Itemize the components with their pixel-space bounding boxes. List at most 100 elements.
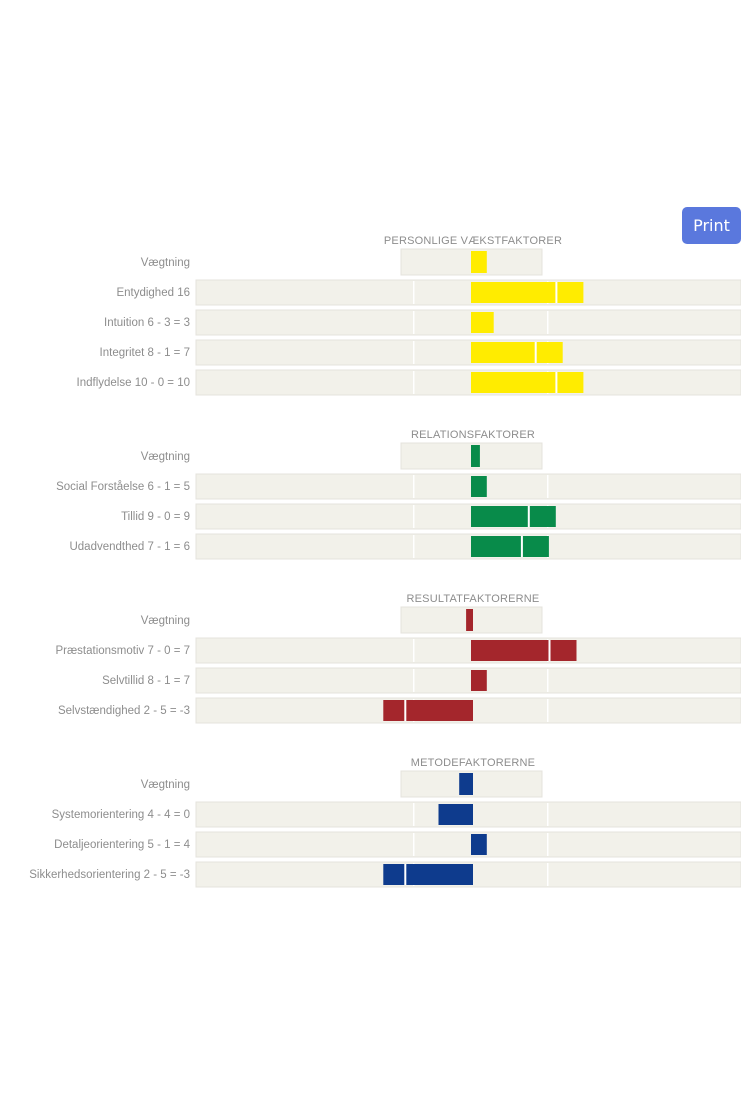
range-guide-right	[547, 669, 549, 692]
factor-label: Entydighed 16	[116, 287, 190, 299]
section-title: RELATIONSFAKTORER	[411, 429, 535, 441]
factor-track	[195, 503, 741, 530]
factor-bar-zero-marker	[471, 670, 473, 691]
factor-bar	[473, 536, 549, 557]
range-guide-left	[413, 475, 415, 498]
factor-bar-zero-marker	[471, 804, 473, 825]
factor-bar-divider	[404, 700, 407, 721]
factor-bar-zero-marker	[471, 372, 473, 393]
factor-bar	[473, 476, 487, 497]
factor-row: Selvtillid 8 - 1 = 7	[102, 667, 741, 694]
factor-bar-divider	[404, 864, 407, 885]
factor-track	[195, 309, 741, 336]
section-4: METODEFAKTORERNE Vægtning Systemorienterin…	[29, 757, 741, 888]
factor-label: Detaljeorientering 5 - 1 = 4	[54, 839, 190, 851]
range-guide-left	[413, 341, 415, 364]
factor-bar	[473, 342, 563, 363]
weighting-bar-zero-marker	[471, 773, 473, 795]
factor-label: Selvstændighed 2 - 5 = -3	[58, 705, 190, 717]
factor-row: Præstationsmotiv 7 - 0 = 7	[55, 637, 741, 664]
factor-bar	[473, 640, 577, 661]
range-guide-right	[547, 699, 549, 722]
weighting-bar-zero-marker	[471, 445, 473, 467]
factor-label: Integritet 8 - 1 = 7	[100, 347, 190, 359]
section-title: PERSONLIGE VÆKSTFAKTORER	[384, 235, 562, 247]
factor-bar-zero-marker	[471, 834, 473, 855]
factor-bar	[473, 372, 584, 393]
factor-bar	[473, 506, 556, 527]
print-button[interactable]: Print	[682, 207, 741, 244]
weighting-bar	[473, 445, 480, 467]
factor-label: Udadvendthed 7 - 1 = 6	[69, 541, 190, 553]
factor-bar-zero-marker	[471, 312, 473, 333]
section-3: RESULTATFAKTORERNE Vægtning Præstationsmot…	[55, 593, 741, 724]
factor-label: Tillid 9 - 0 = 9	[121, 511, 190, 523]
factor-bar	[473, 282, 584, 303]
range-guide-left	[413, 803, 415, 826]
range-guide-right	[547, 803, 549, 826]
factor-bar-zero-marker	[471, 700, 473, 721]
factor-label: Selvtillid 8 - 1 = 7	[102, 675, 190, 687]
range-guide-right	[547, 833, 549, 856]
factor-bar	[473, 312, 494, 333]
range-guide-left	[413, 669, 415, 692]
range-guide-left	[413, 505, 415, 528]
weighting-bar	[473, 251, 487, 273]
factor-row: Intuition 6 - 3 = 3	[104, 309, 741, 336]
factor-label: Præstationsmotiv 7 - 0 = 7	[55, 645, 190, 657]
factor-bar-divider	[555, 282, 558, 303]
factor-row: Tillid 9 - 0 = 9	[121, 503, 741, 530]
factor-track	[195, 279, 741, 306]
weighting-label: Vægtning	[141, 615, 190, 627]
factor-track	[195, 339, 741, 366]
factor-bar	[473, 670, 487, 691]
factor-bar-zero-marker	[471, 536, 473, 557]
factor-label: Social Forståelse 6 - 1 = 5	[56, 481, 190, 493]
factor-bar	[473, 834, 487, 855]
range-guide-left	[413, 535, 415, 558]
factor-bar-zero-marker	[471, 476, 473, 497]
range-guide-left	[413, 311, 415, 334]
weighting-label: Vægtning	[141, 451, 190, 463]
factor-track	[195, 637, 741, 664]
factor-track	[195, 667, 741, 694]
range-guide-right	[547, 475, 549, 498]
factor-row: Entydighed 16	[116, 279, 741, 306]
factor-bar-zero-marker	[471, 864, 473, 885]
factor-bar-zero-marker	[471, 640, 473, 661]
factor-bar-zero-marker	[471, 506, 473, 527]
weighting-label: Vægtning	[141, 257, 190, 269]
weighting-bar-zero-marker	[471, 251, 473, 273]
weighting-label: Vægtning	[141, 779, 190, 791]
factor-track	[195, 473, 741, 500]
factor-bar	[438, 804, 473, 825]
factor-label: Systemorientering 4 - 4 = 0	[52, 809, 190, 821]
weighting-bar-zero-marker	[471, 609, 473, 631]
factor-track	[195, 369, 741, 396]
factor-bar-divider	[548, 640, 551, 661]
weighting-bar	[459, 773, 473, 795]
range-guide-left	[413, 371, 415, 394]
factor-bar-divider	[520, 536, 523, 557]
factor-label: Indflydelse 10 - 0 = 10	[77, 377, 190, 389]
factor-bar-divider	[527, 506, 530, 527]
factor-bar	[383, 700, 473, 721]
section-title: RESULTATFAKTORERNE	[407, 593, 540, 605]
factor-bar-zero-marker	[471, 282, 473, 303]
weighting-bar	[466, 609, 473, 631]
factor-row: Integritet 8 - 1 = 7	[100, 339, 741, 366]
factor-row: Detaljeorientering 5 - 1 = 4	[54, 831, 741, 858]
section-2: RELATIONSFAKTORER Vægtning Social Forståel…	[56, 429, 741, 560]
factor-row: Selvstændighed 2 - 5 = -3	[58, 697, 741, 724]
range-guide-left	[413, 639, 415, 662]
factor-label: Sikkerhedsorientering 2 - 5 = -3	[29, 869, 190, 881]
range-guide-left	[413, 833, 415, 856]
range-guide-right	[547, 863, 549, 886]
factor-bar-zero-marker	[471, 342, 473, 363]
factor-bar	[383, 864, 473, 885]
section-1: PERSONLIGE VÆKSTFAKTORER Vægtning Entydigh…	[77, 235, 741, 396]
factor-row: Social Forståelse 6 - 1 = 5	[56, 473, 741, 500]
factor-track	[195, 533, 741, 560]
factor-bar-divider	[555, 372, 558, 393]
